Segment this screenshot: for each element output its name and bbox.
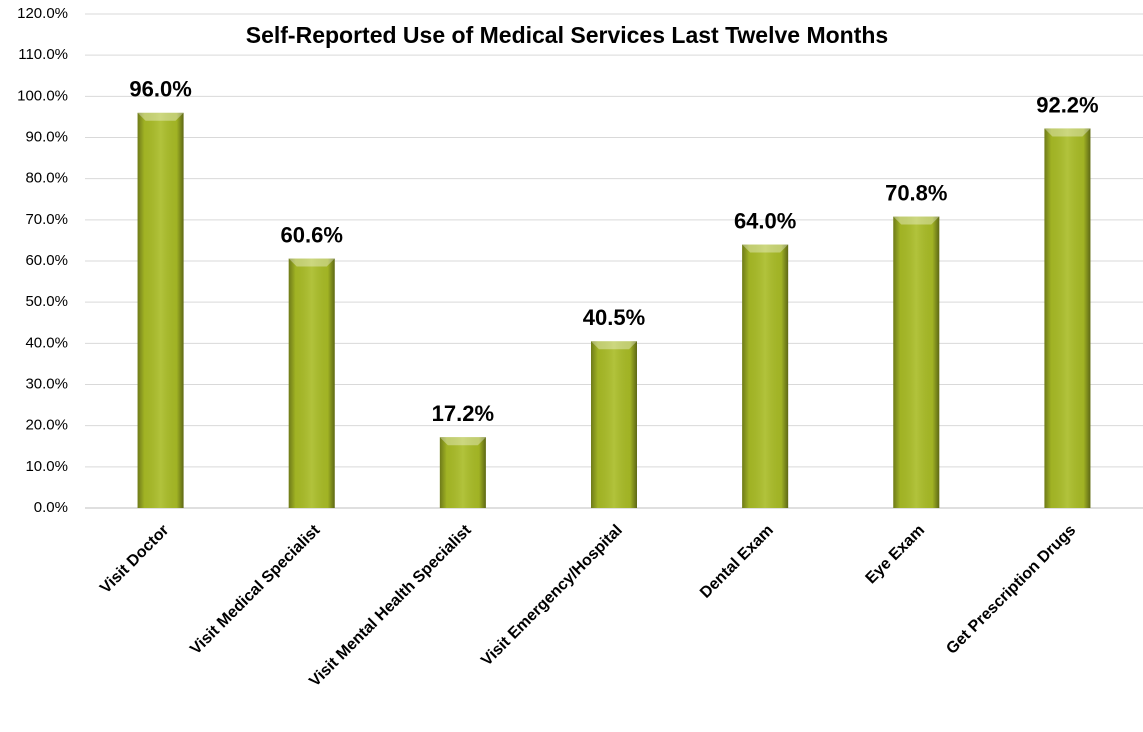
y-tick-label: 110.0% xyxy=(18,46,68,63)
x-tick-label: Visit Doctor xyxy=(97,522,172,597)
value-label: 17.2% xyxy=(432,401,494,426)
bar-shade xyxy=(591,341,637,508)
bar-bevel xyxy=(288,258,335,267)
bar-bevel xyxy=(137,112,184,121)
bar-shade xyxy=(288,258,335,508)
x-tick-label: Visit Medical Specialist xyxy=(187,521,324,658)
x-tick-label: Dental Exam xyxy=(697,522,777,602)
x-tick-label: Visit Emergency/Hospital xyxy=(478,522,626,670)
y-tick-label: 40.0% xyxy=(25,334,68,351)
x-tick-label: Eye Exam xyxy=(863,522,928,587)
x-tick-label: Get Prescription Drugs xyxy=(943,522,1079,658)
bar-bevel xyxy=(1044,128,1091,137)
value-label: 40.5% xyxy=(583,305,645,330)
y-tick-label: 120.0% xyxy=(17,5,68,22)
y-tick-label: 50.0% xyxy=(25,293,68,310)
value-label: 96.0% xyxy=(129,77,191,102)
bar-shade xyxy=(137,112,184,509)
chart-title: Self-Reported Use of Medical Services La… xyxy=(246,22,888,48)
y-tick-label: 0.0% xyxy=(34,499,68,516)
value-label: 70.8% xyxy=(885,180,947,205)
bar-shade xyxy=(439,437,486,508)
y-tick-label: 70.0% xyxy=(25,211,68,228)
y-tick-label: 80.0% xyxy=(25,170,68,187)
value-label: 64.0% xyxy=(734,208,796,233)
value-label: 60.6% xyxy=(281,222,343,247)
bar-bevel xyxy=(893,216,940,225)
y-tick-label: 100.0% xyxy=(17,87,68,104)
y-tick-label: 20.0% xyxy=(25,417,68,434)
x-tick-label: Visit Mental Health Specialist xyxy=(306,521,475,690)
bar-shade xyxy=(742,244,789,509)
y-tick-label: 60.0% xyxy=(25,252,68,269)
bar-bevel xyxy=(439,437,486,446)
bar-bevel xyxy=(742,244,789,253)
y-tick-label: 90.0% xyxy=(25,128,68,145)
bar-shade xyxy=(1044,128,1091,508)
y-tick-label: 30.0% xyxy=(25,375,68,392)
bar-bevel xyxy=(591,341,637,350)
value-label: 92.2% xyxy=(1036,92,1098,117)
bar-shade xyxy=(893,216,940,509)
y-tick-label: 10.0% xyxy=(25,458,68,475)
